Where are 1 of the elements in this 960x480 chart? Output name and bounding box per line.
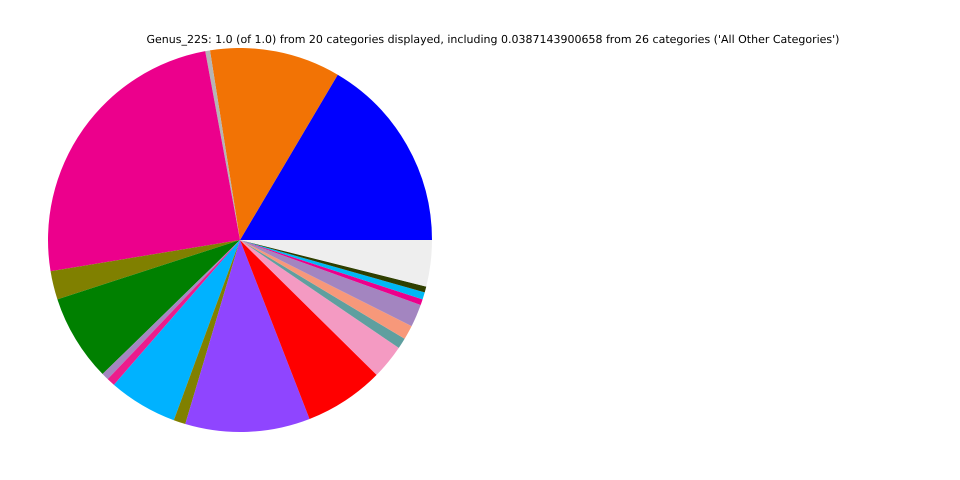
text: Genus_22S: 1.0 (of 1.0) from 20 categories displayed, including 0.0387143900658 from 26 categories ('All Other Categories') <box>146 33 840 46</box>
